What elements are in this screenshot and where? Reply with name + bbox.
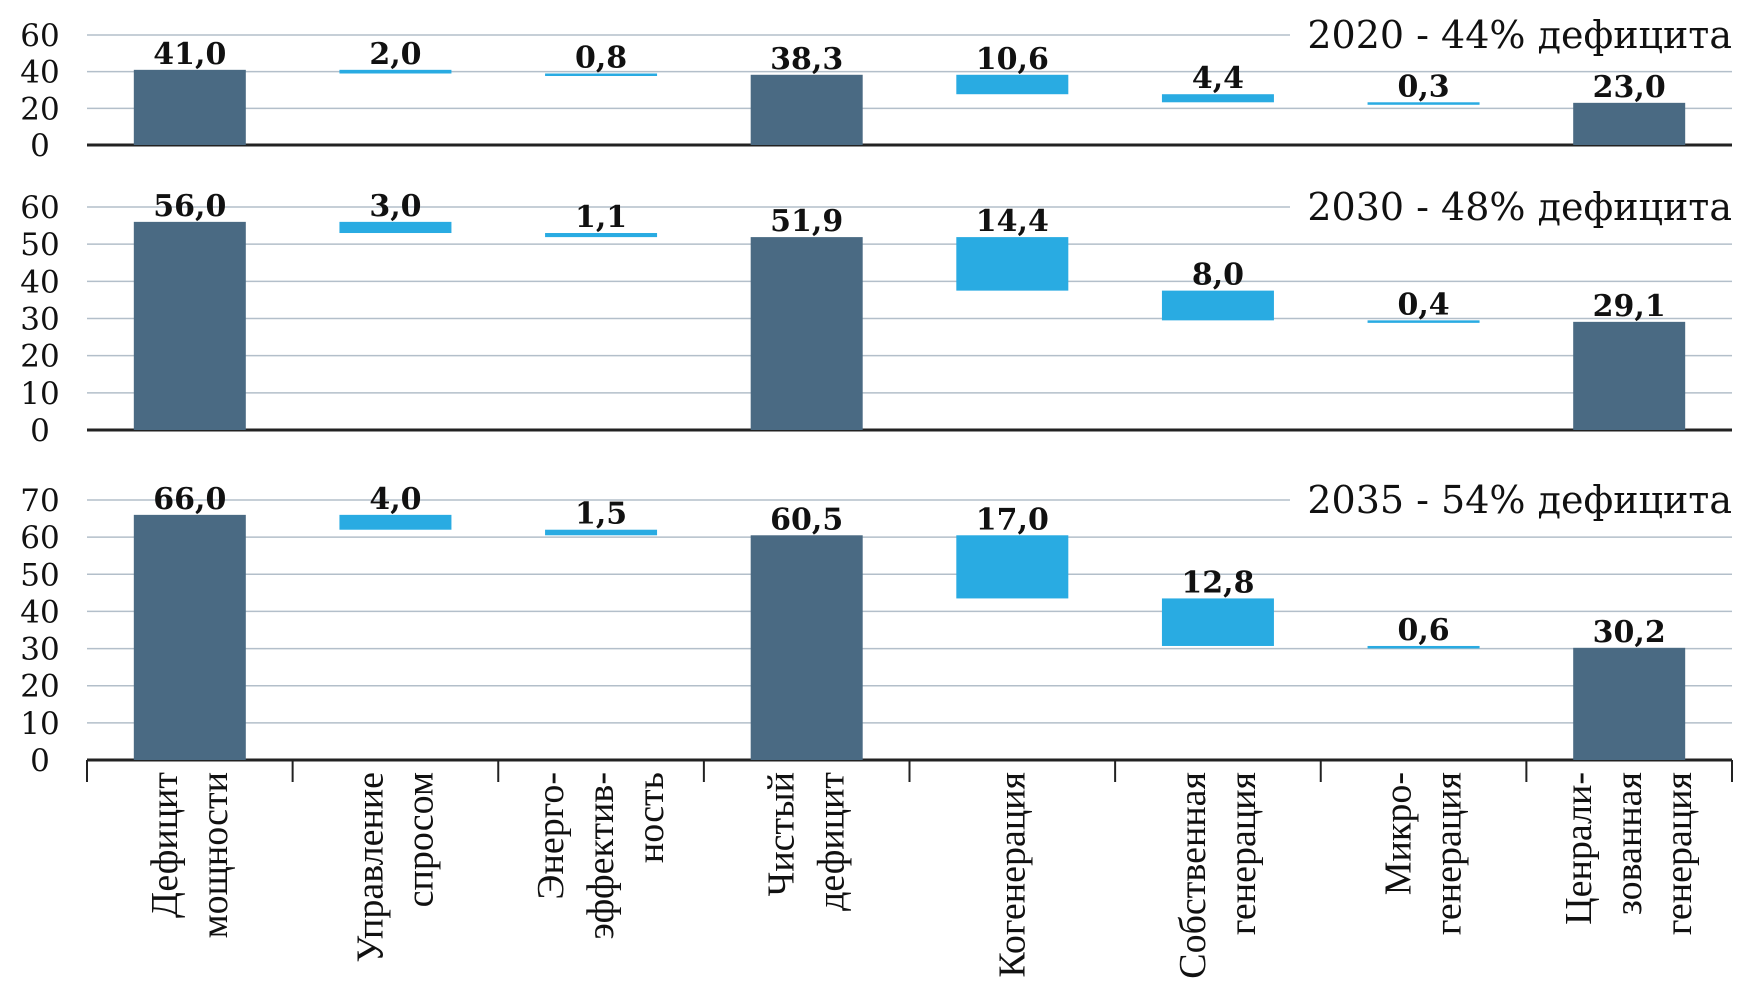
data-label: 41,0	[153, 37, 226, 72]
bar-1	[133, 514, 246, 760]
data-label: 8,0	[1192, 258, 1244, 293]
y-tick-label: 0	[30, 743, 50, 779]
data-label: 3,0	[369, 189, 421, 224]
panel-title: 2035 - 54% дефицита	[1307, 478, 1732, 522]
category-label: Управление	[349, 772, 391, 963]
bar-7	[1367, 102, 1480, 105]
data-label: 14,4	[976, 204, 1049, 239]
bar-7	[1367, 320, 1480, 323]
y-tick-label: 20	[20, 91, 59, 127]
category-label: спросом	[399, 772, 441, 907]
data-label: 0,4	[1397, 287, 1449, 322]
bar-3	[545, 233, 658, 238]
y-tick-label: 0	[30, 413, 50, 449]
category-label: Энерго-	[530, 772, 572, 900]
panel-title-bg	[1290, 14, 1738, 60]
bar-2	[339, 221, 452, 234]
bar-2	[339, 69, 452, 74]
y-tick-label: 60	[20, 520, 59, 556]
category-label: эффектив-	[580, 772, 622, 939]
bar-1	[133, 69, 246, 145]
y-tick-label: 50	[20, 227, 59, 263]
data-label: 1,5	[575, 497, 627, 532]
data-label: 17,0	[976, 502, 1049, 537]
panel-title: 2020 - 44% дефицита	[1307, 13, 1732, 57]
y-tick-label: 10	[20, 376, 59, 412]
category-label: Ценрали-	[1558, 772, 1600, 925]
bar-3	[545, 73, 658, 76]
bar-5	[956, 74, 1069, 95]
category-label: Собственная	[1172, 772, 1214, 979]
bar-8	[1573, 102, 1686, 145]
y-tick-label: 60	[20, 190, 59, 226]
bar-4	[750, 535, 863, 760]
y-tick-label: 30	[20, 302, 59, 338]
category-label: Чистый	[761, 772, 803, 896]
bar-2	[339, 514, 452, 530]
data-label: 0,6	[1397, 613, 1449, 648]
data-label: 23,0	[1593, 70, 1666, 105]
y-tick-label: 0	[30, 128, 50, 164]
y-tick-label: 10	[20, 706, 59, 742]
y-tick-label: 30	[20, 632, 59, 668]
bar-1	[133, 221, 246, 430]
data-label: 1,1	[575, 200, 627, 235]
bar-7	[1367, 645, 1480, 649]
data-label: 10,6	[976, 42, 1049, 77]
y-tick-label: 40	[20, 55, 59, 91]
bar-5	[956, 237, 1069, 291]
category-label: Когенерация	[991, 772, 1033, 978]
data-label: 60,5	[770, 502, 843, 537]
y-tick-label: 40	[20, 594, 59, 630]
category-label: мощности	[194, 772, 236, 938]
category-label: дефицит	[811, 772, 853, 911]
category-label: Микро-	[1378, 772, 1420, 895]
bar-4	[750, 74, 863, 145]
data-label: 4,0	[369, 482, 421, 517]
data-label: 4,4	[1192, 61, 1244, 96]
panel-title-bg	[1290, 479, 1738, 525]
data-label: 51,9	[770, 204, 843, 239]
bar-8	[1573, 647, 1686, 760]
category-label: генерация	[1222, 772, 1264, 935]
data-label: 56,0	[153, 189, 226, 224]
bar-5	[956, 535, 1069, 599]
panel-title: 2030 - 48% дефицита	[1307, 185, 1732, 229]
y-tick-label: 40	[20, 264, 59, 300]
bar-3	[545, 529, 658, 536]
data-label: 66,0	[153, 482, 226, 517]
data-label: 30,2	[1593, 615, 1666, 650]
y-tick-label: 50	[20, 557, 59, 593]
y-tick-label: 60	[20, 18, 59, 54]
data-label: 0,3	[1397, 69, 1449, 104]
bar-4	[750, 237, 863, 430]
category-label: генерация	[1658, 772, 1700, 935]
category-label: ность	[630, 772, 672, 863]
bar-8	[1573, 321, 1686, 430]
data-label: 29,1	[1593, 289, 1666, 324]
panel-title-bg	[1290, 186, 1738, 232]
bar-6	[1161, 94, 1274, 103]
y-tick-label: 70	[20, 483, 59, 519]
data-label: 2,0	[369, 37, 421, 72]
category-label: Дефицит	[144, 772, 186, 918]
category-label: зованная	[1608, 772, 1650, 915]
bar-6	[1161, 598, 1274, 646]
data-label: 38,3	[770, 42, 843, 77]
bar-6	[1161, 290, 1274, 321]
category-label: генерация	[1428, 772, 1470, 935]
y-tick-label: 20	[20, 669, 59, 705]
y-tick-label: 20	[20, 339, 59, 375]
data-label: 12,8	[1181, 565, 1254, 600]
data-label: 0,8	[575, 41, 627, 76]
